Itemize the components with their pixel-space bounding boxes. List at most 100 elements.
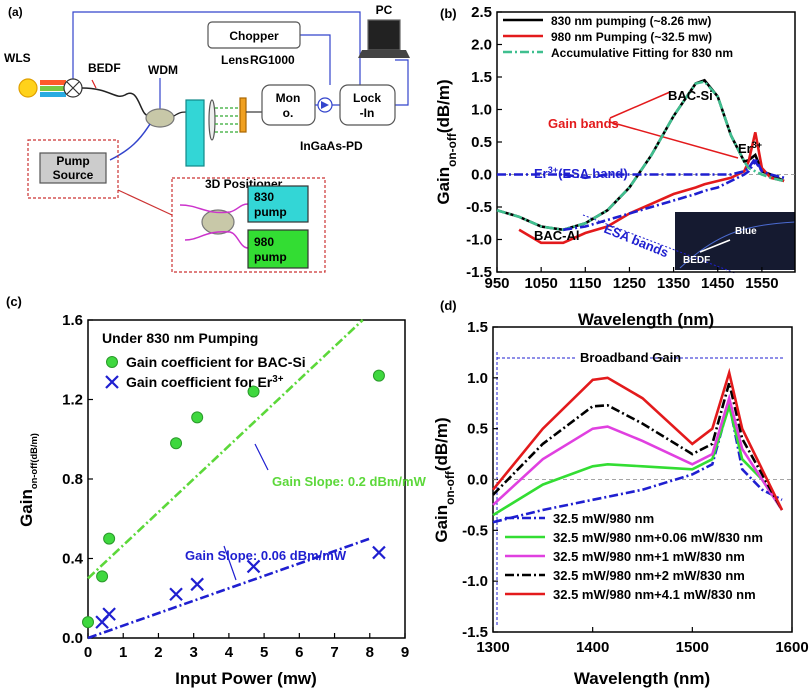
y-tick-label: 1.0 — [471, 102, 492, 119]
scatter-point — [82, 616, 94, 629]
y-tick-label: 1.5 — [467, 319, 488, 336]
text-part: (dB/m) — [434, 79, 453, 133]
arrow — [91, 79, 97, 89]
fiber — [109, 123, 151, 161]
label: Source — [53, 168, 94, 182]
label: 980 — [254, 235, 274, 249]
text-part: Gain coefficient for Er — [126, 374, 273, 390]
y-tick-label: 0.0 — [62, 630, 83, 647]
arrow — [609, 91, 739, 159]
x-tick-label: 1300 — [476, 639, 509, 656]
x-tick-label: 1500 — [676, 639, 709, 656]
lockin-box — [339, 84, 396, 126]
text-part: BAC-Al — [534, 228, 580, 243]
y-tick-label: 1.6 — [62, 312, 83, 329]
text-part: ESA bands — [602, 221, 671, 260]
scatter-point — [247, 385, 260, 398]
x-tick-label: 1600 — [775, 639, 808, 656]
annotation: Blue — [735, 226, 757, 237]
scatter-point — [372, 545, 386, 560]
pump830-box — [247, 185, 309, 223]
x-tick-label: 9 — [401, 644, 409, 661]
y-tick-label: 2.5 — [471, 4, 492, 21]
text-part: Blue — [735, 226, 757, 237]
label: pump — [254, 250, 287, 264]
text-part: on-off — [445, 133, 459, 167]
y-axis-label: Gainon-off(dB/m) — [17, 433, 39, 527]
pc-icon — [367, 19, 401, 51]
text-part: Gain Slope: 0.06 dBm/mW — [185, 548, 347, 563]
text-part: Gain coefficient for BAC-Si — [126, 354, 306, 370]
text-part: Gain — [17, 489, 36, 527]
annotation: Gain bands — [548, 116, 619, 131]
arrow — [223, 443, 269, 581]
y-tick-label: -0.5 — [466, 199, 492, 216]
label: Pump — [56, 154, 89, 168]
pd-icon — [321, 101, 329, 109]
x-axis-label: Wavelength (nm) — [574, 669, 710, 688]
label: WLS — [4, 51, 31, 65]
sun-icon — [18, 78, 38, 98]
label: InGaAs-PD — [300, 139, 363, 153]
panel-label: (d) — [440, 298, 457, 313]
y-tick-label: -1.0 — [466, 232, 492, 249]
wire — [72, 11, 361, 85]
annotation: BAC-Si — [668, 88, 713, 103]
y-tick-label: 0.8 — [62, 471, 83, 488]
label: Lock — [353, 91, 381, 105]
text-part: Er — [738, 141, 752, 156]
setup-diagram: (a) Chopper PC WLS BEDF WDM Lens RG1000 … — [4, 3, 410, 273]
series-line — [563, 159, 763, 232]
text-part: Gain Slope: 0.2 dBm/mW — [272, 474, 427, 489]
text-part: Er — [534, 166, 548, 181]
label: 830 — [254, 190, 274, 204]
text-part: Gain — [434, 167, 453, 205]
x-axis-label: Input Power (mw) — [175, 669, 317, 688]
text-part: on-off — [443, 471, 457, 505]
legend-label: 32.5 mW/980 nm+4.1 mW/830 nm — [553, 587, 756, 602]
legend-title: Under 830 nm Pumping — [102, 330, 258, 346]
y-tick-label: 0.0 — [467, 472, 488, 489]
x-tick-label: 1550 — [745, 275, 778, 292]
x-tick-label: 5 — [260, 644, 268, 661]
pc-icon — [358, 50, 410, 58]
y-tick-label: 0.5 — [471, 134, 492, 151]
text-part: 3+ — [548, 165, 558, 175]
series-line — [492, 393, 784, 511]
text-part: BEDF — [683, 255, 710, 266]
x-tick-label: 8 — [366, 644, 374, 661]
y-tick-label: 0.4 — [62, 551, 84, 568]
y-tick-label: 1.0 — [467, 370, 488, 387]
y-tick-label: 1.5 — [471, 69, 492, 86]
beam — [215, 107, 240, 133]
y-tick-label: 0.0 — [471, 167, 492, 184]
series-line — [491, 367, 784, 511]
wire — [300, 34, 331, 85]
text-part: (ESA band) — [558, 166, 628, 181]
legend-label: 32.5 mW/980 nm+1 mW/830 nm — [553, 549, 745, 564]
text-part: (dB/m) — [29, 433, 39, 463]
y-tick-label: 0.5 — [467, 421, 488, 438]
annotation: ESA bands — [602, 221, 671, 260]
beam — [40, 80, 66, 85]
positioner — [185, 99, 205, 167]
text-part: Gain bands — [548, 116, 619, 131]
legend-label: Gain coefficient for Er3+ — [126, 374, 284, 391]
y-tick-label: -1.0 — [462, 573, 488, 590]
legend-swatch — [105, 375, 119, 389]
y-tick-label: 1.2 — [62, 392, 83, 409]
span-arrow — [496, 352, 785, 625]
series-line — [492, 401, 784, 517]
scatter-point — [246, 559, 261, 574]
x-axis-label: Wavelength (nm) — [578, 310, 714, 329]
x-tick-label: 1250 — [613, 275, 646, 292]
x-tick-label: 1350 — [657, 275, 690, 292]
text-part: Gain — [432, 505, 451, 543]
fit-line — [87, 319, 364, 580]
series-line — [497, 155, 785, 180]
label: o. — [283, 106, 294, 120]
label: Lens — [221, 53, 249, 67]
scatter-point — [372, 369, 385, 382]
label: RG1000 — [250, 53, 295, 67]
annotation: Er3+ — [738, 140, 762, 156]
